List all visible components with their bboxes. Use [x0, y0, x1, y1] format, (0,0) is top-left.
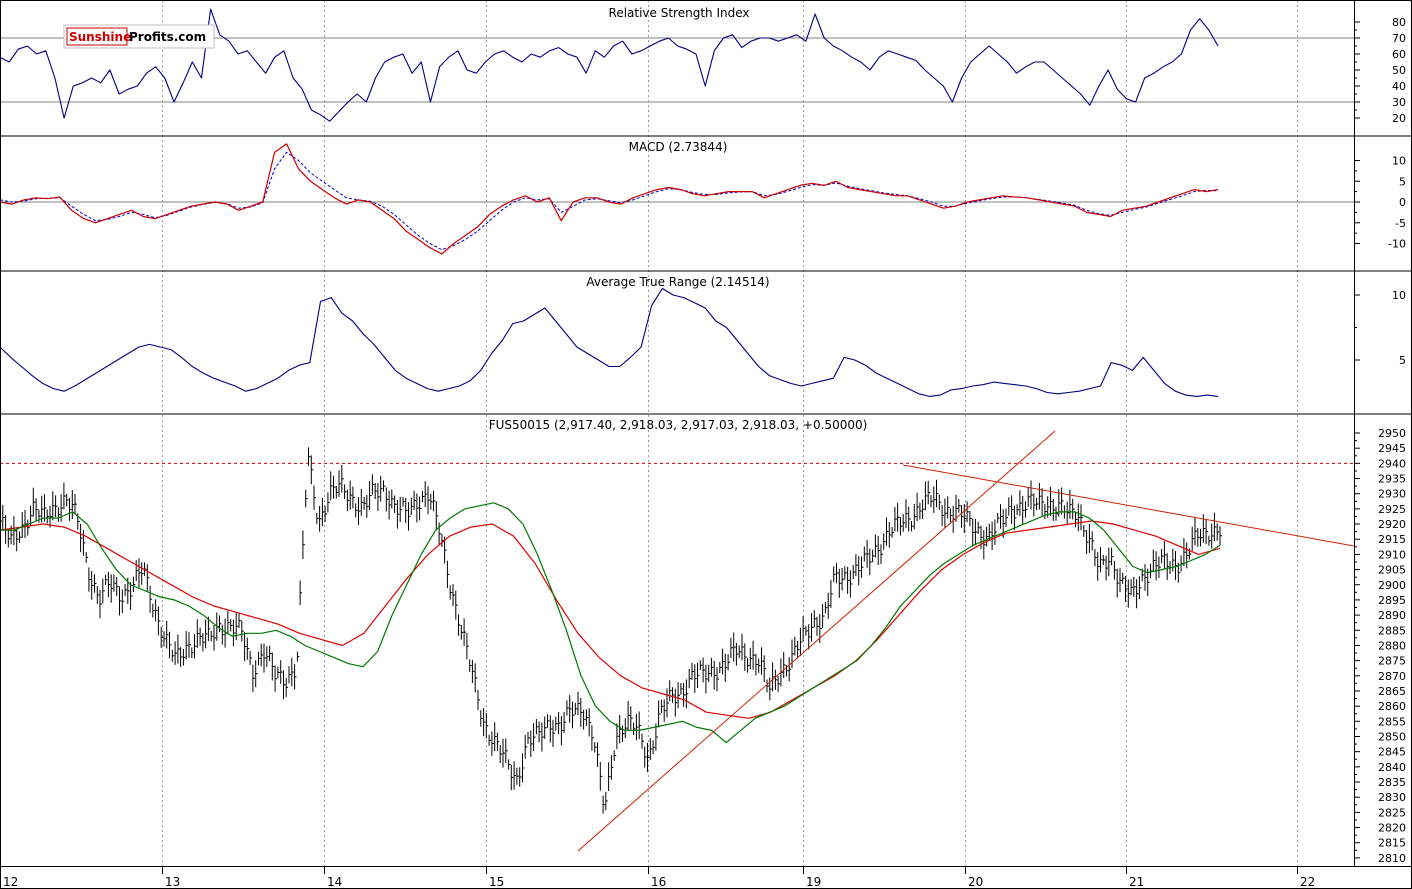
y-tick-label: 2905 — [1378, 564, 1406, 577]
y-tick-label: 2945 — [1378, 442, 1406, 455]
y-tick-label: 50 — [1392, 64, 1406, 77]
rsi-panel-title: Relative Strength Index — [609, 6, 750, 20]
y-tick-label: 2950 — [1378, 427, 1406, 440]
y-tick-label: 0 — [1399, 196, 1406, 209]
y-tick-label: 2910 — [1378, 548, 1406, 561]
y-tick-label: 2880 — [1378, 639, 1406, 652]
data-layer — [0, 8, 1355, 852]
y-tick-label: 2915 — [1378, 533, 1406, 546]
sunshine-profits-logo[interactable]: Sunshine Profits.com — [63, 24, 215, 49]
x-tick-label: 21 — [1129, 875, 1144, 889]
x-tick-label: 12 — [3, 875, 18, 889]
declining-trendline — [902, 464, 1355, 547]
y-tick-label: -5 — [1395, 217, 1406, 230]
y-tick-label: 2825 — [1378, 806, 1406, 819]
y-tick-label: 2920 — [1378, 518, 1406, 531]
y-tick-label: 2900 — [1378, 579, 1406, 592]
y-tick-label: 2940 — [1378, 457, 1406, 470]
y-tick-label: 2935 — [1378, 473, 1406, 486]
y-tick-label: 2870 — [1378, 670, 1406, 683]
y-tick-label: 2925 — [1378, 503, 1406, 516]
price-panel-title: FUS50015 (2,917.40, 2,918.03, 2,917.03, … — [489, 418, 868, 432]
y-tick-label: 2885 — [1378, 624, 1406, 637]
logo-badge — [66, 27, 128, 46]
y-tick-label: 70 — [1392, 32, 1406, 45]
y-tick-label: 10 — [1392, 289, 1406, 302]
ma-slow-line — [0, 520, 1221, 719]
y-tick-label: 2860 — [1378, 700, 1406, 713]
y-tick-label: -10 — [1388, 238, 1406, 251]
atr-line — [0, 287, 1219, 397]
y-tick-label: 2845 — [1378, 746, 1406, 759]
macd-line — [0, 143, 1219, 255]
y-tick-label: 5 — [1399, 354, 1406, 367]
x-tick-label: 15 — [489, 875, 504, 889]
y-tick-label: 80 — [1392, 16, 1406, 29]
rising-trendline — [577, 430, 1056, 852]
macd-panel-title: MACD (2.73844) — [629, 140, 728, 154]
x-tick-label: 22 — [1300, 875, 1315, 889]
y-tick-label: 2830 — [1378, 791, 1406, 804]
y-tick-label: 2890 — [1378, 609, 1406, 622]
x-tick-label: 19 — [806, 875, 821, 889]
ma-fast-line — [0, 502, 1221, 744]
x-tick-label: 13 — [165, 875, 180, 889]
y-tick-label: 2840 — [1378, 761, 1406, 774]
y-tick-label: 20 — [1392, 112, 1406, 125]
text-layer: Relative Strength Index MACD (2.73844) A… — [3, 6, 1406, 889]
y-tick-label: 2850 — [1378, 731, 1406, 744]
y-tick-label: 5 — [1399, 175, 1406, 188]
x-tick-label: 20 — [968, 875, 983, 889]
y-tick-label: 40 — [1392, 80, 1406, 93]
y-tick-label: 2815 — [1378, 837, 1406, 850]
y-tick-label: 2875 — [1378, 655, 1406, 668]
atr-panel-title: Average True Range (2.14514) — [586, 275, 769, 289]
y-tick-label: 2820 — [1378, 822, 1406, 835]
y-tick-label: 2855 — [1378, 715, 1406, 728]
logo-sunshine: Sunshine — [69, 30, 131, 44]
y-tick-label: 2930 — [1378, 488, 1406, 501]
y-tick-label: 2835 — [1378, 776, 1406, 789]
x-tick-label: 16 — [651, 875, 666, 889]
rsi-line — [0, 8, 1219, 122]
y-tick-label: 10 — [1392, 155, 1406, 168]
y-tick-label: 2895 — [1378, 594, 1406, 607]
y-tick-label: 60 — [1392, 48, 1406, 61]
x-tick-label: 14 — [327, 875, 342, 889]
y-tick-label: 2865 — [1378, 685, 1406, 698]
y-tick-label: 2810 — [1378, 852, 1406, 865]
y-tick-label: 30 — [1392, 96, 1406, 109]
logo-profits: Profits.com — [129, 30, 206, 44]
